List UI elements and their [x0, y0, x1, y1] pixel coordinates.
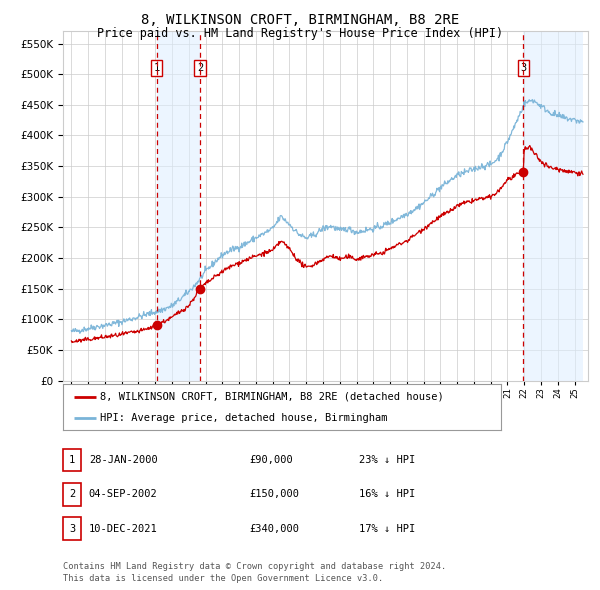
Text: 8, WILKINSON CROFT, BIRMINGHAM, B8 2RE (detached house): 8, WILKINSON CROFT, BIRMINGHAM, B8 2RE (… [100, 392, 444, 402]
Text: 17% ↓ HPI: 17% ↓ HPI [359, 524, 415, 533]
Text: 3: 3 [520, 63, 526, 73]
Text: 10-DEC-2021: 10-DEC-2021 [89, 524, 158, 533]
Text: 2: 2 [197, 63, 203, 73]
Text: 04-SEP-2002: 04-SEP-2002 [89, 490, 158, 499]
Bar [523, 31, 583, 381]
Text: 1: 1 [69, 455, 75, 465]
Text: 23% ↓ HPI: 23% ↓ HPI [359, 455, 415, 465]
Text: 3: 3 [69, 524, 75, 533]
Text: £340,000: £340,000 [249, 524, 299, 533]
Text: 1: 1 [154, 63, 160, 73]
Text: £150,000: £150,000 [249, 490, 299, 499]
Text: Price paid vs. HM Land Registry's House Price Index (HPI): Price paid vs. HM Land Registry's House … [97, 27, 503, 40]
Text: 28-JAN-2000: 28-JAN-2000 [89, 455, 158, 465]
Text: 2: 2 [69, 490, 75, 499]
Bar [157, 31, 200, 381]
Text: Contains HM Land Registry data © Crown copyright and database right 2024.
This d: Contains HM Land Registry data © Crown c… [63, 562, 446, 583]
Text: £90,000: £90,000 [249, 455, 293, 465]
Text: HPI: Average price, detached house, Birmingham: HPI: Average price, detached house, Birm… [100, 413, 388, 423]
Text: 8, WILKINSON CROFT, BIRMINGHAM, B8 2RE: 8, WILKINSON CROFT, BIRMINGHAM, B8 2RE [141, 13, 459, 27]
Text: 16% ↓ HPI: 16% ↓ HPI [359, 490, 415, 499]
